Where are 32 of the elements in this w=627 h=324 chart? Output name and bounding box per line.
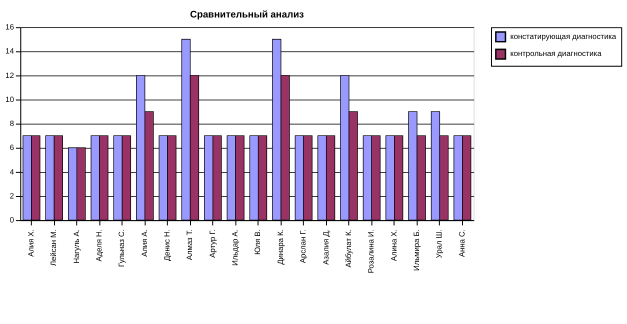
x-tick-label: Азалия Д. [321, 229, 330, 265]
y-tick-label: 12 [5, 70, 14, 80]
y-tick-label: 2 [10, 191, 14, 200]
x-tick-label: Лейсан М. [49, 229, 58, 266]
x-tick-label: Гульназ С. [117, 229, 126, 267]
x-tick-label: Арслан Г. [298, 229, 308, 264]
x-tick-label: Нагуль А. [72, 229, 81, 264]
x-tick-label: Урал Ш. [434, 229, 444, 258]
x-tick-label: Алина Х. [389, 229, 398, 262]
x-tick-label: Айбулат К. [344, 229, 353, 268]
x-tick-label: Денис Н. [162, 229, 172, 262]
x-tick-label: Артур Г. [208, 229, 217, 258]
x-tick-label: Алия А. [140, 229, 149, 257]
legend-label: контрольная диагностика [510, 49, 602, 58]
x-tick-label: Анна С. [457, 229, 466, 258]
x-tick-label: Алия Х. [26, 229, 36, 257]
y-tick-label: 6 [10, 143, 14, 152]
chart-title: Сравнительный анализ [190, 10, 304, 21]
y-tick-label: 16 [5, 22, 14, 32]
legend-label: констатирующая диагностика [510, 32, 617, 41]
x-tick-label: Ильдар А. [230, 229, 240, 266]
y-tick-label: 8 [10, 119, 14, 128]
y-tick-label: 14 [5, 46, 15, 56]
y-tick-label: 0 [10, 216, 14, 225]
y-tick-label: 4 [10, 167, 15, 176]
y-tick-label: 10 [5, 94, 14, 104]
x-tick-label: Розалина И. [366, 229, 376, 274]
x-tick-label: Динара К. [276, 229, 285, 265]
x-tick-label: Ильмира Б. [412, 229, 421, 271]
x-tick-label: Алмаз Т. [185, 229, 194, 260]
x-tick-label: Юля В. [253, 229, 262, 255]
x-tick-label: Аделя Н. [94, 229, 104, 262]
